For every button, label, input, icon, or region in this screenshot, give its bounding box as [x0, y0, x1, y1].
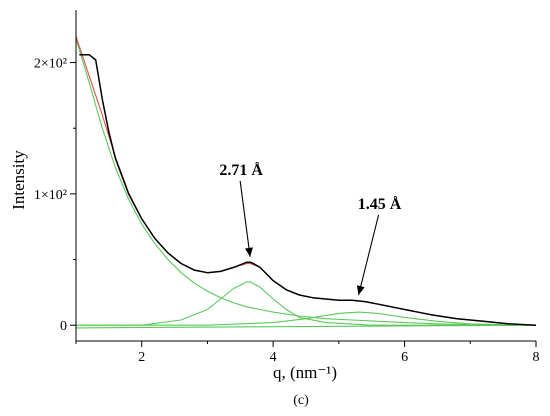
- x-axis-label: q, (nm⁻¹): [273, 363, 337, 382]
- series-layer: [76, 36, 536, 329]
- annotation-label: 2.71 Å: [219, 161, 263, 179]
- annotation-label: 1.45 Å: [358, 195, 402, 213]
- annotation-arrow: [239, 180, 251, 257]
- annotations: 2.71 Å 1.45 Å: [219, 161, 402, 296]
- axes: 2 4 6 8 0 1×10² 2×10²: [34, 10, 540, 365]
- annotation-arrowhead: [245, 247, 253, 257]
- panel-label: (c): [293, 393, 309, 408]
- y-axis-label: Intensity: [9, 150, 28, 210]
- x-tick-label: 6: [401, 350, 408, 365]
- x-tick-label: 8: [533, 350, 540, 365]
- annotation-arrow: [358, 214, 380, 296]
- annotation-arrowhead: [356, 285, 365, 295]
- series-line-measured-0: [79, 53, 536, 326]
- y-tick-label: 0: [60, 319, 67, 334]
- series-line-background-component-2: [76, 38, 536, 326]
- y-tick-label: 1×10²: [34, 188, 67, 203]
- series-line-baseline-5: [76, 324, 536, 329]
- y-tick-label: 2×10²: [34, 57, 67, 72]
- x-tick-label: 2: [138, 350, 145, 365]
- series-line-peak-component-4: [76, 311, 536, 326]
- x-tick-label: 4: [270, 350, 277, 365]
- series-line-peak-component-3: [76, 281, 536, 326]
- series-line-cumulative-fit-1: [76, 36, 536, 326]
